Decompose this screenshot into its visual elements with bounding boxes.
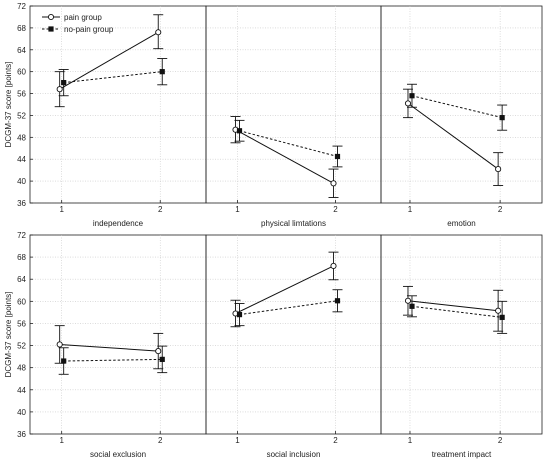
pain-series-line	[235, 129, 334, 184]
nopain-point	[236, 312, 243, 318]
y-tick-label: 56	[17, 90, 26, 99]
x-tick-label: 1	[59, 205, 64, 214]
nopain-point	[409, 93, 415, 99]
nopain-series-line	[411, 305, 503, 318]
pain-point	[56, 86, 63, 93]
nopain-point	[61, 358, 67, 364]
pain-point	[404, 100, 412, 107]
x-tick-label: 1	[235, 205, 240, 214]
pain-point	[495, 166, 502, 173]
nopain-point	[334, 153, 341, 160]
x-tick-label: 1	[408, 205, 413, 214]
y-tick-label: 44	[17, 386, 26, 395]
y-tick-label: 40	[17, 408, 26, 417]
panel-frame	[205, 234, 382, 435]
x-tick-label: 2	[498, 205, 503, 214]
y-tick-label: 64	[17, 46, 26, 55]
nopain-series-line	[239, 130, 338, 157]
panel-frame	[205, 5, 382, 204]
y-axis-label: DCGM-37 score [points]	[4, 292, 13, 378]
y-tick-label: 68	[17, 24, 26, 33]
y-axis-label: DCGM-37 score [points]	[4, 62, 13, 148]
pain-series-line	[59, 31, 159, 90]
x-tick-label: 1	[408, 436, 413, 445]
nopain-point	[236, 128, 243, 134]
pain-point	[155, 29, 162, 36]
y-tick-label: 60	[17, 297, 26, 306]
x-axis-label: physical limtations	[261, 219, 326, 228]
pain-series-line	[235, 265, 334, 314]
pain-point	[56, 341, 63, 348]
x-axis-label: social exclusion	[90, 450, 146, 459]
panel-frame	[29, 5, 207, 204]
nopain-point	[159, 356, 165, 362]
y-tick-label: 48	[17, 364, 26, 373]
x-tick-label: 2	[333, 436, 338, 445]
nopain-series-line	[63, 358, 163, 362]
y-tick-label: 40	[17, 177, 26, 186]
y-tick-label: 52	[17, 111, 26, 120]
pain-point	[330, 180, 337, 187]
nopain-series-line	[63, 71, 163, 84]
y-tick-label: 64	[17, 275, 26, 284]
pain-point	[155, 348, 162, 355]
panel-frame	[380, 234, 543, 435]
x-tick-label: 2	[498, 436, 503, 445]
legend-entry: no-pain group	[64, 25, 114, 34]
x-tick-label: 2	[158, 436, 163, 445]
nopain-point	[334, 298, 341, 304]
y-tick-label: 72	[17, 231, 26, 240]
y-tick-label: 48	[17, 133, 26, 142]
y-tick-label: 52	[17, 342, 26, 351]
nopain-series-line	[411, 95, 503, 119]
y-tick-label: 36	[17, 430, 26, 439]
panel-frame	[29, 234, 207, 435]
nopain-point	[499, 115, 505, 121]
nopain-point	[409, 303, 415, 309]
pain-series-line	[407, 300, 499, 312]
x-tick-label: 2	[158, 205, 163, 214]
nopain-series-line	[239, 300, 338, 316]
x-tick-label: 1	[235, 436, 240, 445]
pain-series-line	[407, 103, 499, 170]
nopain-point	[499, 314, 505, 320]
pain-series-line	[59, 343, 159, 352]
pain-point	[404, 297, 412, 304]
legend-entry: pain group	[64, 13, 102, 22]
pain-point	[330, 262, 337, 270]
y-tick-label: 60	[17, 68, 26, 77]
x-tick-label: 2	[333, 205, 338, 214]
x-axis-label: treatment impact	[432, 450, 492, 459]
legend-marker	[48, 26, 54, 32]
legend-marker	[47, 13, 55, 21]
panel-frame	[380, 5, 543, 204]
pain-point	[495, 307, 502, 314]
x-axis-label: emotion	[447, 219, 475, 228]
nopain-point	[159, 69, 165, 75]
y-tick-label: 68	[17, 253, 26, 262]
y-tick-label: 72	[17, 2, 26, 11]
y-tick-label: 56	[17, 319, 26, 328]
x-tick-label: 1	[59, 436, 64, 445]
y-tick-label: 44	[17, 155, 26, 164]
x-axis-label: social inclusion	[267, 450, 321, 459]
x-axis-label: independence	[93, 219, 144, 228]
y-tick-label: 36	[17, 199, 26, 208]
nopain-point	[61, 80, 67, 86]
